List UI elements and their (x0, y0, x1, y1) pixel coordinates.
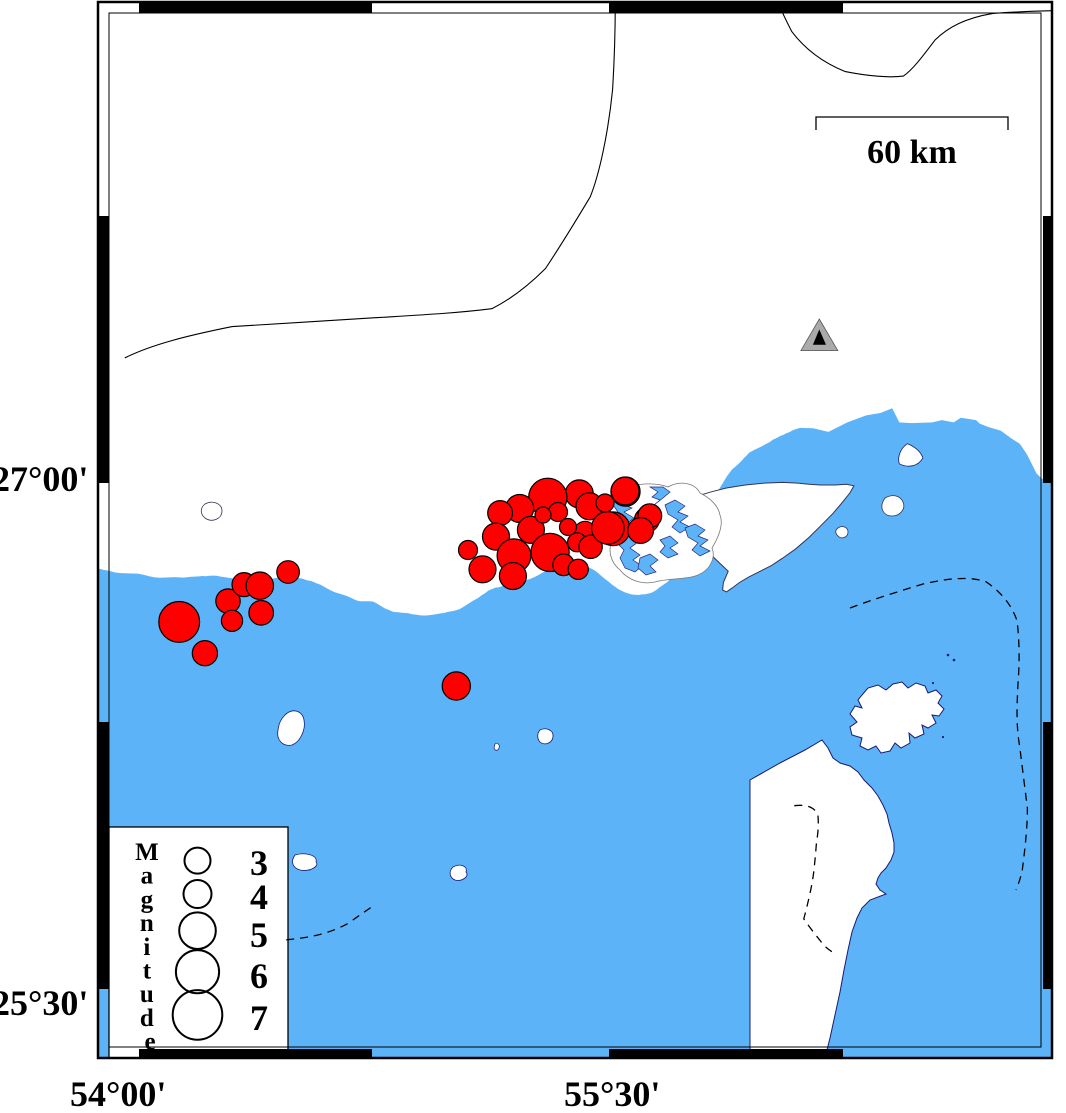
svg-text:27°00': 27°00' (0, 459, 88, 499)
svg-text:6: 6 (250, 956, 268, 996)
svg-text:5: 5 (250, 915, 268, 955)
svg-text:55°30': 55°30' (564, 1074, 660, 1113)
svg-text:60 km: 60 km (867, 134, 957, 171)
svg-text:7: 7 (250, 998, 268, 1038)
svg-text:4: 4 (250, 877, 268, 917)
svg-text:54°00': 54°00' (70, 1074, 166, 1113)
svg-text:25°30': 25°30' (0, 983, 88, 1023)
